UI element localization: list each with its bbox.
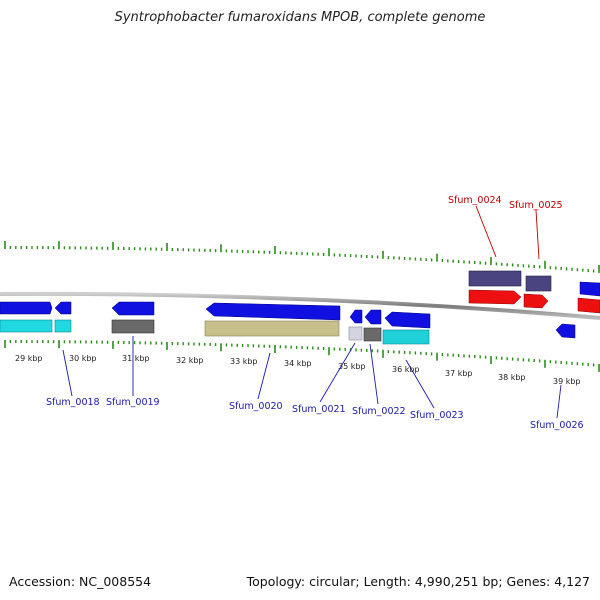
gene-label-0025[interactable]: Sfum_0025 xyxy=(509,200,563,211)
gene-0018-bar[interactable] xyxy=(0,319,53,333)
scale-label: 34 kbp xyxy=(284,359,312,368)
gene-0020-bar[interactable] xyxy=(204,320,340,337)
gene-next-red-arrow[interactable] xyxy=(577,297,600,314)
gene-0025-arrow[interactable] xyxy=(523,293,549,309)
scale-label: 30 kbp xyxy=(69,354,97,363)
accession-text: Accession: NC_008554 xyxy=(9,574,152,589)
gene-0018b-bar[interactable] xyxy=(54,319,72,333)
genome-title: Syntrophobacter fumaroxidans MPOB, compl… xyxy=(114,10,486,25)
gene-label-0021[interactable]: Sfum_0021 xyxy=(292,404,346,415)
scale-label: 29 kbp xyxy=(15,354,43,363)
gene-0019-bar[interactable] xyxy=(111,319,155,334)
gene-0023-bar[interactable] xyxy=(382,329,430,345)
gene-0024-arrow[interactable] xyxy=(468,289,522,305)
gene-label-0022[interactable]: Sfum_0022 xyxy=(352,406,406,417)
outer-tick-row xyxy=(4,241,600,273)
gene-label-0023[interactable]: Sfum_0023 xyxy=(410,410,464,421)
scale-label: 35 kbp xyxy=(338,362,366,371)
gene-0018b-arrow[interactable] xyxy=(54,301,72,315)
gene-0022-arrow[interactable] xyxy=(364,309,382,325)
scale-label: 33 kbp xyxy=(230,357,258,366)
gene-0018-arrow[interactable] xyxy=(0,301,53,315)
scale-label: 37 kbp xyxy=(445,369,473,378)
gene-label-0020[interactable]: Sfum_0020 xyxy=(229,401,283,412)
inner-tick-row xyxy=(4,340,600,372)
gene-0023-arrow[interactable] xyxy=(384,311,431,329)
genome-backbone xyxy=(0,291,600,320)
gene-0020-arrow[interactable] xyxy=(205,302,341,321)
gene-label-0019[interactable]: Sfum_0019 xyxy=(106,397,160,408)
scale-labels: 29 kbp 30 kbp 31 kbp 32 kbp 33 kbp 34 kb… xyxy=(15,354,581,386)
genome-summary-text: Topology: circular; Length: 4,990,251 bp… xyxy=(246,574,590,589)
gene-label-0026[interactable]: Sfum_0026 xyxy=(530,420,584,431)
gene-0022-bar[interactable] xyxy=(363,327,382,342)
gene-features xyxy=(0,270,600,345)
gene-label-0018[interactable]: Sfum_0018 xyxy=(46,397,100,408)
gene-label-0024[interactable]: Sfum_0024 xyxy=(448,195,502,206)
gene-0021-arrow[interactable] xyxy=(349,309,363,324)
scale-label: 32 kbp xyxy=(176,356,204,365)
gene-0026-arrow[interactable] xyxy=(555,323,576,339)
gene-next-arrow[interactable] xyxy=(579,281,600,297)
gene-0019-arrow[interactable] xyxy=(111,301,155,316)
scale-label: 31 kbp xyxy=(122,354,150,363)
scale-label: 39 kbp xyxy=(553,377,581,386)
gene-labels: Sfum_0018 Sfum_0019 Sfum_0020 Sfum_0021 … xyxy=(46,195,584,431)
gene-callouts xyxy=(62,205,562,419)
gene-0024-bar[interactable] xyxy=(468,270,522,287)
gene-0021-bar[interactable] xyxy=(348,326,363,341)
scale-label: 36 kbp xyxy=(392,365,420,374)
scale-label: 38 kbp xyxy=(498,373,526,382)
gene-0025-bar[interactable] xyxy=(525,275,552,292)
